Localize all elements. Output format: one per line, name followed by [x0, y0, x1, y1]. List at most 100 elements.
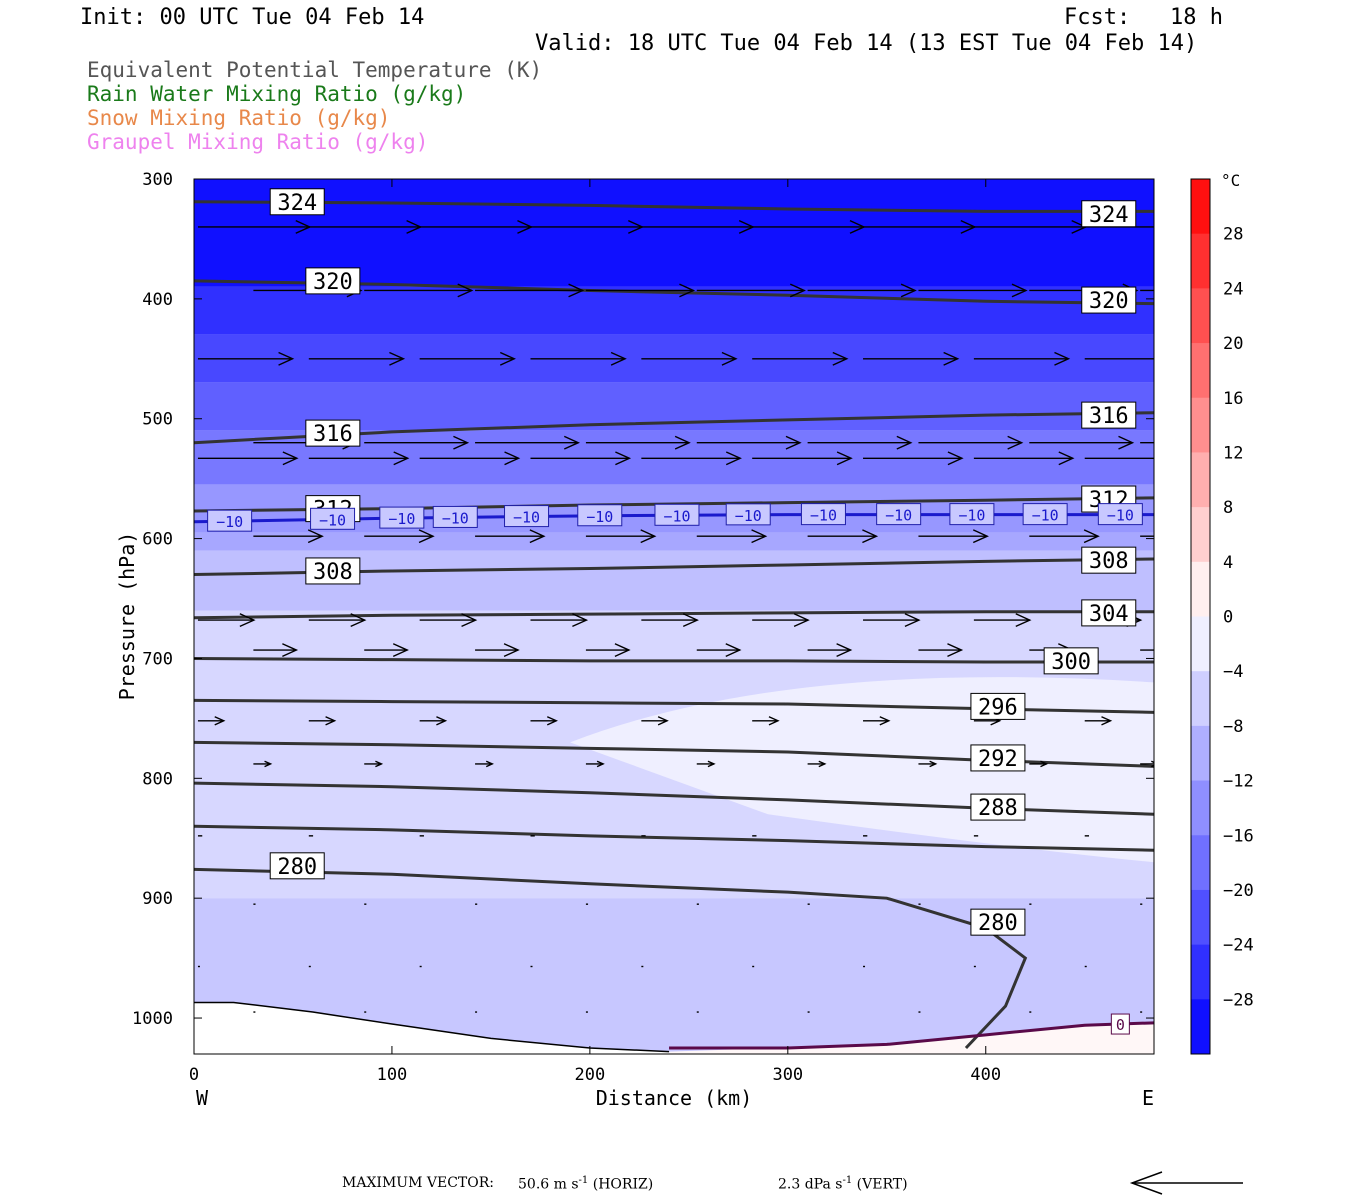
colorbar-tick-label: 8: [1223, 498, 1233, 518]
wind-vector-head: [785, 435, 802, 450]
wind-vector-head: [214, 716, 226, 726]
x-axis-label: Distance (km): [596, 1086, 753, 1110]
theta-e-contour-280: [194, 867, 1028, 1050]
isotherm-label-box: [379, 506, 425, 529]
wind-vector-head: [282, 643, 299, 657]
wind-vector-head: [461, 613, 478, 628]
wind-vector-head: [943, 351, 960, 366]
wind-vector-head: [679, 283, 696, 298]
y-tick-label: 600: [142, 530, 173, 550]
wind-vector-head: [725, 643, 742, 657]
y-axis-label: Pressure (hPa): [115, 532, 139, 701]
x-tick-label: 300: [772, 1065, 803, 1085]
isotherm-label-box: [949, 503, 995, 526]
legend-snow: Snow Mixing Ratio (g/kg): [87, 106, 391, 130]
wind-vector-head: [282, 451, 299, 466]
theta-e-label-box: [305, 267, 361, 295]
wind-vector-head: [879, 716, 891, 726]
wind-vector-head: [1169, 644, 1183, 657]
theta-e-label-box: [1081, 546, 1137, 574]
theta-e-contour-300: [194, 656, 1154, 664]
isotherm-label-box: [654, 503, 700, 526]
wind-vector-head: [350, 613, 367, 628]
wind-vector-head: [1058, 451, 1075, 466]
wind-vector-head: [264, 760, 273, 768]
wind-vector-head: [1151, 760, 1154, 768]
reference-vector-arrow-icon: [1129, 1171, 1243, 1195]
theta-e-contour-284: [194, 824, 1154, 852]
wind-vector-head: [836, 643, 853, 657]
x-tick-label: 400: [970, 1065, 1001, 1085]
wind-vector-head: [499, 351, 516, 366]
vert-unit: (VERT): [856, 1176, 908, 1193]
theta-e-label-box: [305, 557, 361, 585]
wind-vector-head: [596, 760, 605, 768]
colorbar-segment: [1191, 507, 1210, 563]
wind-vector-head: [707, 760, 716, 768]
theta-e-label: 316: [313, 422, 353, 447]
colorbar-segment: [1191, 999, 1210, 1055]
colorbar-segment: [1191, 179, 1210, 235]
colorbar-tick-label: 24: [1223, 279, 1243, 299]
x-tick-label: 0: [189, 1065, 199, 1085]
isotherm-label: −10: [1032, 507, 1059, 525]
wind-vector-head: [563, 435, 580, 450]
colorbar-tick-label: −4: [1223, 662, 1243, 682]
wind-vector-head: [904, 613, 921, 628]
isotherm-label: −10: [513, 509, 540, 527]
vert-vector-value: 2.3 dPa s-1 (VERT): [778, 1175, 908, 1193]
wind-vector-head: [1040, 760, 1049, 768]
x-tick-label: 100: [377, 1065, 408, 1085]
wind-vector-head: [568, 283, 585, 298]
theta-e-label-box: [269, 188, 325, 216]
wind-vector-head: [640, 529, 657, 544]
wind-vector-head: [453, 435, 470, 450]
isotherm-zero-label: 0: [1116, 1016, 1125, 1034]
wind-vector-head: [947, 451, 964, 466]
wind-vector-head: [793, 613, 810, 628]
wind-vector-head: [832, 351, 849, 366]
isotherm-label-box: [310, 507, 356, 530]
wind-vector-head: [1083, 529, 1100, 544]
wind-vector-head: [325, 716, 337, 726]
theta-e-label-box: [970, 908, 1026, 936]
theta-e-label: 296: [978, 695, 1018, 720]
isotherm-label: −10: [216, 513, 243, 531]
theta-e-label: 304: [1089, 602, 1129, 627]
wind-vector-head: [1011, 283, 1028, 298]
y-tick-label: 300: [142, 170, 173, 190]
colorbar-tick-label: −24: [1223, 936, 1254, 956]
cross-section-chart: 3243243203203163163123123083083043002962…: [115, 170, 1254, 1110]
horiz-vector-value: 50.6 m s-1 (HORIZ): [518, 1175, 653, 1193]
colorbar-segment: [1191, 397, 1210, 453]
terrain-fill: [194, 1002, 670, 1054]
colorbar-tick-label: 16: [1223, 389, 1243, 409]
temperature-band: [194, 532, 1154, 551]
isotherm-zero-label-box: [1110, 1013, 1130, 1035]
y-tick-label: 800: [142, 769, 173, 789]
theta-e-label: 320: [1089, 289, 1129, 314]
theta-e-contour-324: [194, 200, 1154, 213]
theta-e-label: 300: [1051, 650, 1091, 675]
wind-vector-head: [947, 643, 964, 657]
horiz-exponent: -1: [578, 1175, 589, 1186]
wind-vector-head: [546, 716, 559, 726]
legend-theta-e: Equivalent Potential Temperature (K): [87, 58, 543, 82]
wind-vector-head: [1007, 435, 1024, 450]
theta-e-label-box: [1081, 401, 1137, 429]
colorbar-tick-label: 28: [1223, 225, 1243, 245]
max-vector-label: MAXIMUM VECTOR:: [342, 1175, 494, 1191]
theta-e-label-box: [1043, 647, 1099, 675]
wind-vector-head: [862, 529, 879, 544]
isotherm-label: −10: [388, 510, 415, 528]
theta-e-contour-304: [194, 610, 1154, 620]
colorbar-tick-label: 20: [1223, 334, 1243, 354]
y-tick-label: 400: [142, 290, 173, 310]
plot-frame: [193, 178, 1155, 1055]
isotherm-label: −10: [810, 507, 837, 525]
wind-vector-head: [1118, 435, 1135, 450]
theta-e-label-box: [970, 744, 1026, 772]
wind-vector-head: [615, 451, 632, 466]
horiz-value: 50.6 m s: [518, 1176, 579, 1193]
theta-e-label-box: [970, 692, 1026, 720]
